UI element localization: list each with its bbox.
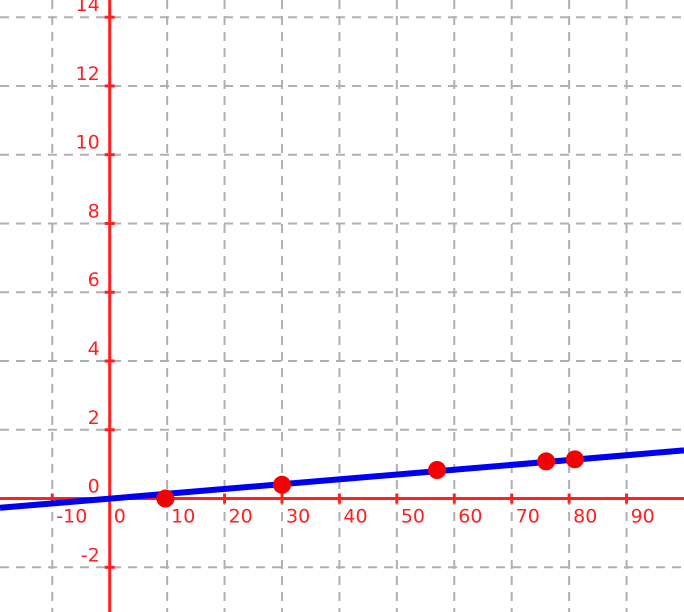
data-point	[428, 461, 447, 480]
y-axis-tick-label: 6	[88, 269, 100, 291]
x-axis-tick-label: 20	[229, 506, 253, 528]
y-axis-tick-label: 8	[88, 200, 100, 222]
axis-tick-layer	[50, 15, 629, 569]
x-axis-tick-label: 0	[114, 506, 126, 528]
data-point-layer	[156, 450, 584, 508]
x-axis-tick-label: 30	[286, 506, 310, 528]
y-axis-tick-label: 0	[88, 476, 100, 498]
x-axis-tick-label: 70	[516, 506, 540, 528]
x-axis-tick-label: 10	[171, 506, 195, 528]
data-point	[537, 452, 556, 471]
y-axis-tick-label: 4	[88, 338, 100, 360]
y-axis-tick-label: -2	[81, 544, 100, 566]
x-axis-tick-label: 60	[458, 506, 482, 528]
x-axis-tick-label: 80	[573, 506, 597, 528]
data-point	[156, 489, 175, 508]
x-axis-tick-label: 50	[401, 506, 425, 528]
x-axis-tick-label: 90	[631, 506, 655, 528]
y-axis-tick-label: 12	[76, 63, 100, 85]
y-axis-tick-label: 14	[76, 0, 100, 16]
x-axis-tick-label: 40	[343, 506, 367, 528]
y-axis-tick-label: 10	[76, 132, 100, 154]
x-axis-tick-label: -10	[56, 506, 87, 528]
y-axis-tick-label: 2	[88, 407, 100, 429]
data-point	[272, 475, 291, 494]
data-point	[565, 450, 584, 469]
